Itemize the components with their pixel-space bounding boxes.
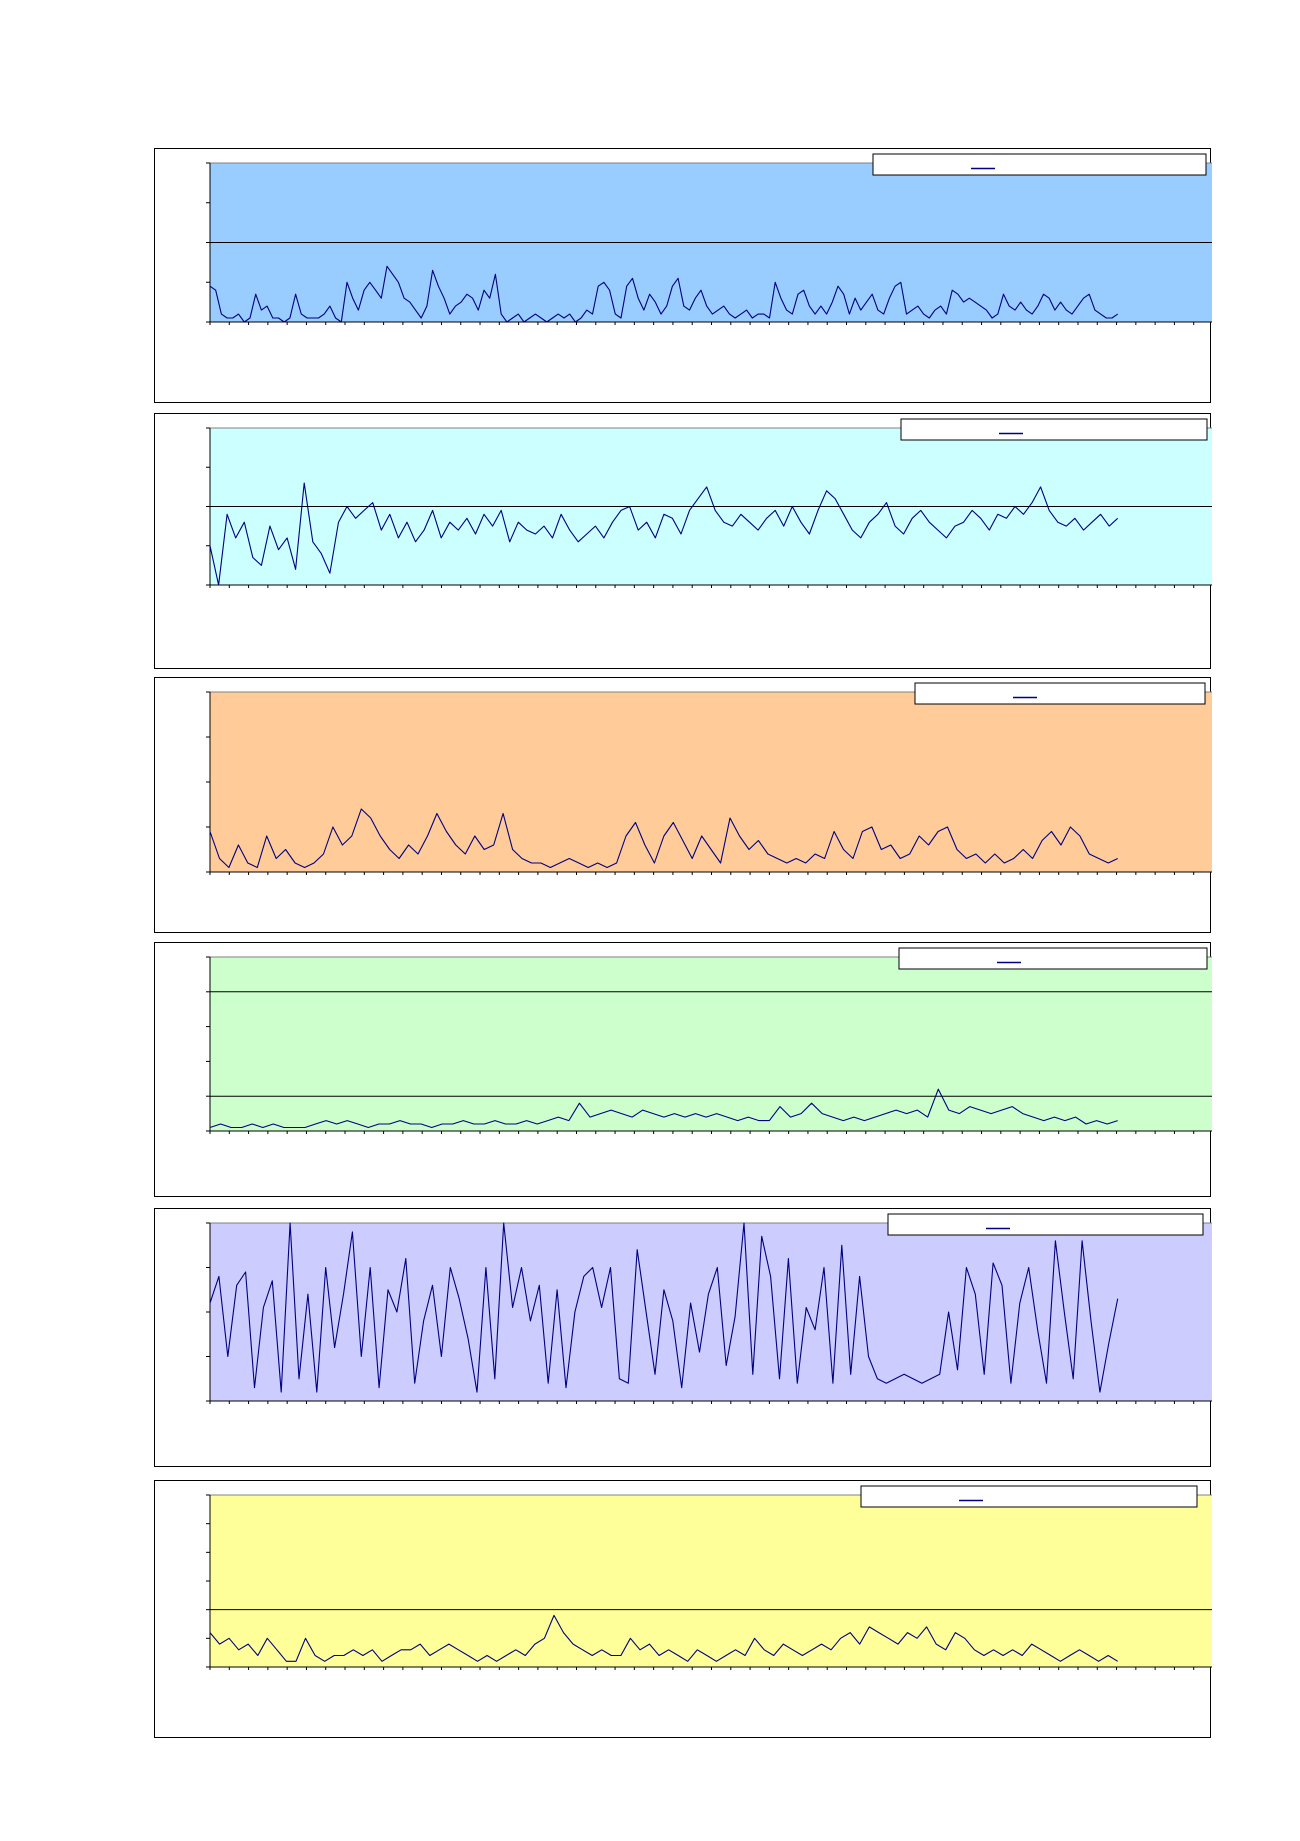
- chart-svg-6: [206, 1485, 1212, 1670]
- chart-frame-1: [154, 148, 1212, 403]
- plot-area: [209, 691, 1212, 873]
- chart-frame-4: [154, 942, 1212, 1197]
- series-line-1: [209, 1614, 1118, 1662]
- chart-svg-2: [206, 418, 1212, 588]
- chart-frame-3: [154, 677, 1212, 933]
- chart-svg-4: [206, 947, 1212, 1134]
- legend-box: [900, 418, 1208, 441]
- series-line-1: [209, 808, 1118, 869]
- legend-box: [887, 1213, 1204, 1236]
- chart-svg-5: [206, 1213, 1212, 1404]
- plot-area: [209, 1494, 1212, 1668]
- series-line-1: [209, 1222, 1119, 1393]
- legend-box: [860, 1485, 1198, 1508]
- legend-box: [872, 153, 1207, 176]
- plot-area: [209, 1222, 1212, 1402]
- plot-area: [209, 956, 1212, 1132]
- legend-box: [914, 682, 1206, 705]
- series-line-1: [209, 1088, 1118, 1129]
- chart-frame-6: [154, 1480, 1212, 1738]
- chart-svg-1: [206, 153, 1212, 325]
- chart-frame-5: [154, 1208, 1212, 1467]
- chart-frame-2: [154, 413, 1212, 669]
- legend-box: [898, 947, 1208, 970]
- chart-svg-3: [206, 682, 1212, 875]
- series-line-1: [209, 482, 1119, 586]
- series-line-1: [209, 265, 1119, 323]
